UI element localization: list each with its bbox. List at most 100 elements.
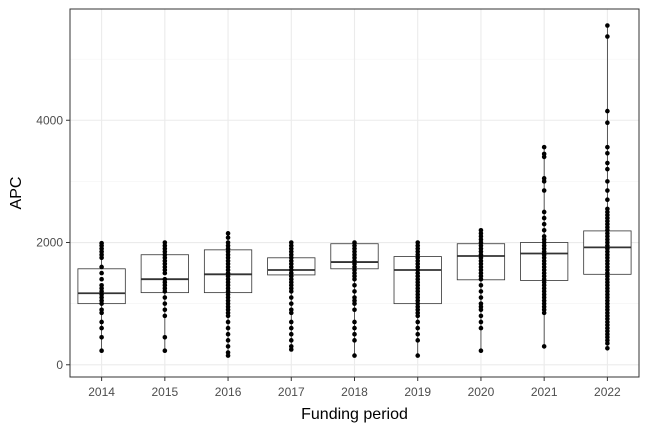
- data-point: [352, 325, 357, 331]
- x-tick-label: 2022: [594, 385, 621, 399]
- x-tick-label: 2014: [88, 385, 115, 399]
- y-axis-title: APC: [8, 177, 25, 210]
- data-point: [99, 255, 104, 261]
- data-point: [415, 313, 421, 319]
- data-point: [415, 331, 421, 337]
- data-point: [541, 344, 547, 349]
- data-point: [541, 209, 547, 215]
- data-point: [478, 325, 484, 331]
- data-point: [478, 307, 484, 313]
- data-point: [605, 34, 610, 39]
- x-tick-label: 2019: [404, 385, 431, 399]
- data-point: [225, 325, 231, 331]
- data-point: [162, 289, 168, 294]
- data-point: [352, 301, 357, 306]
- x-axis-title: Funding period: [301, 406, 408, 423]
- x-tick-label: 2018: [341, 385, 368, 399]
- data-point: [352, 331, 357, 337]
- data-point: [605, 23, 610, 28]
- data-point: [162, 295, 168, 300]
- data-point: [288, 301, 294, 306]
- data-point: [415, 325, 421, 331]
- data-point: [225, 331, 231, 337]
- data-point: [99, 325, 104, 331]
- data-point: [288, 347, 294, 352]
- data-point: [605, 120, 610, 126]
- data-point: [541, 310, 547, 316]
- data-point: [225, 338, 231, 343]
- data-point: [288, 338, 294, 343]
- data-point: [162, 307, 168, 313]
- data-point: [225, 353, 231, 358]
- data-point: [478, 348, 484, 354]
- data-point: [605, 150, 610, 156]
- data-point: [225, 313, 231, 319]
- data-point: [541, 227, 547, 233]
- data-point: [605, 345, 610, 351]
- data-point: [605, 197, 610, 203]
- data-point: [478, 295, 484, 300]
- axis-layer: 0 2000 4000 2014 2015 2016 2017 2018 2019 2020 202…: [36, 113, 621, 399]
- data-point: [478, 276, 484, 282]
- data-point: [288, 331, 294, 337]
- x-tick-label: 2015: [151, 385, 178, 399]
- data-point: [605, 108, 610, 114]
- data-point: [99, 334, 104, 340]
- data-point: [225, 344, 231, 349]
- data-point: [541, 179, 547, 184]
- data-point: [352, 276, 357, 282]
- data-point: [162, 301, 168, 306]
- data-point: [288, 289, 294, 294]
- data-point: [352, 307, 357, 313]
- data-point: [541, 215, 547, 221]
- data-point: [99, 270, 104, 276]
- data-point: [605, 144, 610, 150]
- data-point: [415, 319, 421, 325]
- data-point: [288, 295, 294, 300]
- x-tick-label: 2021: [531, 385, 558, 399]
- data-point: [605, 160, 610, 166]
- data-point: [99, 276, 104, 282]
- data-point: [415, 338, 421, 343]
- x-tick-label: 2017: [278, 385, 305, 399]
- data-point: [605, 166, 610, 172]
- y-tick-label: 2000: [36, 236, 63, 250]
- data-point: [541, 154, 547, 160]
- data-point: [352, 319, 357, 325]
- data-point: [415, 353, 421, 358]
- data-point: [288, 325, 294, 331]
- data-point: [352, 353, 357, 358]
- data-point: [225, 235, 231, 240]
- data-point: [99, 264, 104, 270]
- data-point: [352, 289, 357, 294]
- y-tick-label: 4000: [36, 113, 63, 127]
- data-point: [162, 348, 168, 354]
- data-point: [162, 334, 168, 340]
- data-point: [352, 283, 357, 288]
- data-point: [605, 188, 610, 193]
- data-point: [99, 348, 104, 354]
- data-point: [478, 313, 484, 319]
- data-point: [478, 283, 484, 288]
- data-point: [162, 270, 168, 276]
- data-point: [541, 188, 547, 193]
- data-point: [99, 319, 104, 325]
- data-point: [605, 341, 610, 346]
- data-point: [541, 221, 547, 227]
- x-tick-label: 2016: [215, 385, 242, 399]
- data-point: [288, 319, 294, 325]
- data-point: [225, 231, 231, 236]
- data-point: [478, 319, 484, 325]
- data-point: [605, 179, 610, 184]
- data-point: [352, 338, 357, 343]
- data-point: [478, 289, 484, 294]
- data-point: [288, 310, 294, 316]
- point-layer: [99, 23, 610, 358]
- data-point: [99, 301, 104, 306]
- data-point: [99, 310, 104, 316]
- x-tick-label: 2020: [468, 385, 495, 399]
- y-tick-label: 0: [56, 358, 63, 372]
- data-point: [225, 319, 231, 325]
- data-point: [162, 313, 168, 319]
